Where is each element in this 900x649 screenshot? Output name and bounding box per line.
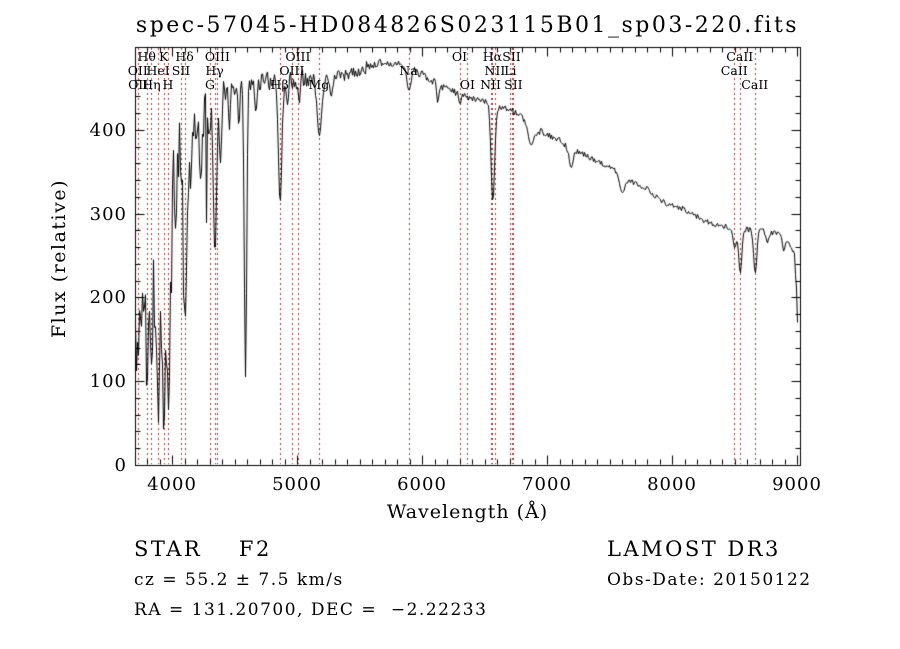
spectral-line-label: CaII: [741, 77, 769, 92]
spectral-line-label: K: [158, 49, 169, 64]
spectral-line-label: SII: [502, 49, 521, 64]
spectral-line-label: OI: [459, 77, 475, 92]
obs-date-text: Obs-Date: 20150122: [607, 570, 812, 590]
y-tick-label: 400: [89, 119, 127, 141]
survey-release-text: LAMOST DR3: [607, 537, 781, 561]
y-tick-label: 0: [114, 455, 127, 476]
spectral-line-label: OII: [127, 63, 148, 78]
spectral-line-label: CaII: [720, 63, 748, 78]
spectral-line-label: OIII: [204, 49, 230, 64]
spectral-line-label: OIII: [279, 63, 305, 78]
x-tick-label: 4000: [147, 474, 197, 495]
x-tick-label: 7000: [522, 474, 572, 495]
spectral-line-label: Hη: [142, 77, 161, 92]
spectral-line-label: SII: [504, 77, 523, 92]
x-axis-label: Wavelength (Å): [386, 501, 549, 523]
spectral-line-label: CaII: [726, 49, 754, 64]
spectral-line-label: Hβ: [270, 77, 289, 92]
spectral-line-label: Hγ: [205, 63, 224, 78]
x-tick-label: 9000: [772, 474, 822, 495]
y-tick-label: 100: [89, 371, 127, 393]
spectral-line-label: Li: [504, 63, 517, 78]
cz-text: cz = 55.2 ± 7.5 km/s: [134, 570, 344, 590]
spectral-line-label: SII: [171, 63, 191, 78]
spectral-line-label: HeI: [146, 63, 170, 78]
spectral-line-label: Mg: [308, 77, 330, 92]
spectral-line-label: G: [205, 77, 215, 92]
plot-title: spec-57045-HD084826S023115B01_sp03-220.f…: [135, 13, 800, 38]
spectral-line-label: Hα: [482, 49, 503, 64]
spectral-line-label: Na: [399, 63, 418, 78]
class-type-text: STAR F2: [134, 537, 272, 561]
y-tick-label: 200: [89, 287, 127, 309]
spectral-line-label: OII: [128, 77, 149, 92]
x-tick-label: 8000: [647, 474, 697, 495]
x-tick-label: 6000: [397, 474, 447, 495]
spectral-line-label: NII: [480, 77, 501, 92]
spectral-line-label: Hθ: [137, 49, 156, 64]
spectral-line-label: H: [162, 77, 174, 92]
x-tick-label: 5000: [272, 474, 322, 495]
y-tick-label: 300: [89, 203, 127, 225]
spectral-line-label: NII: [484, 63, 506, 78]
spectral-line-label: OI: [451, 49, 468, 64]
spectral-line-label: Hδ: [175, 49, 194, 64]
spectral-line-label: OIII: [285, 49, 311, 64]
radec-text: RA = 131.20700, DEC = −2.22233: [134, 600, 488, 620]
